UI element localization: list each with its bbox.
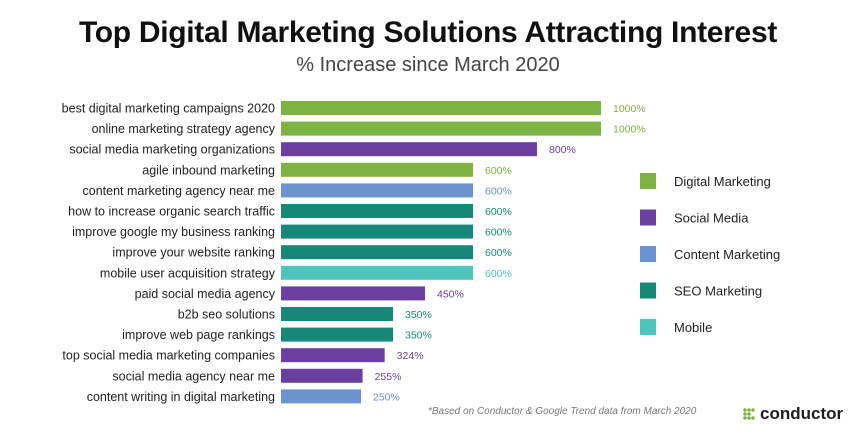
bar [281, 327, 393, 342]
value-label: 350% [405, 309, 432, 321]
value-label: 324% [397, 350, 424, 362]
bar [281, 307, 393, 321]
value-label: 350% [405, 330, 432, 342]
value-label: 255% [375, 371, 402, 383]
category-label: agile inbound marketing [142, 163, 275, 177]
bar [281, 389, 361, 404]
category-label: improve google my business ranking [72, 225, 275, 239]
value-label: 450% [437, 288, 464, 300]
category-label: b2b seo solutions [178, 308, 275, 322]
brand-name: conductor [760, 404, 844, 423]
value-label: 600% [485, 206, 512, 218]
legend-swatch [640, 246, 656, 262]
bar [281, 142, 537, 157]
legend-swatch [640, 282, 656, 299]
category-label: improve web page rankings [122, 328, 275, 342]
category-label: best digital marketing campaigns 2020 [62, 102, 275, 116]
legend-label: SEO Marketing [674, 284, 762, 299]
bar [281, 162, 473, 177]
legend-swatch [640, 173, 656, 189]
legend-label: Content Marketing [674, 247, 780, 262]
legend-swatch [640, 209, 656, 226]
category-label: improve your website ranking [112, 246, 275, 260]
bar [281, 348, 385, 363]
category-label: paid social media agency [135, 287, 276, 301]
bar [281, 204, 473, 218]
bar [281, 101, 601, 115]
conductor-logo-icon [743, 408, 755, 420]
footnote: *Based on Conductor & Google Trend data … [428, 406, 697, 417]
bar [281, 121, 601, 136]
value-label: 600% [485, 268, 512, 280]
brand-logo: conductor [742, 404, 843, 424]
legend-label: Mobile [674, 320, 712, 335]
chart-title: Top Digital Marketing Solutions Attracti… [78, 16, 778, 49]
value-label: 250% [373, 391, 400, 403]
legend-label: Social Media [674, 211, 749, 226]
value-label: 600% [485, 227, 512, 239]
value-label: 800% [549, 144, 576, 156]
legend-label: Digital Marketing [674, 174, 771, 189]
category-label: social media marketing organizations [69, 143, 275, 157]
chart-subtitle: % Increase since March 2020 [296, 54, 560, 76]
category-label: online marketing strategy agency [92, 122, 276, 136]
value-label: 1000% [613, 103, 646, 115]
value-label: 600% [485, 165, 512, 177]
value-label: 600% [485, 247, 512, 259]
bar [281, 368, 363, 383]
value-label: 600% [485, 185, 512, 197]
value-label: 1000% [613, 124, 646, 136]
bar [281, 265, 473, 280]
bar [281, 245, 473, 260]
legend-swatch [640, 319, 656, 335]
bar [281, 286, 425, 301]
category-label: how to increase organic search traffic [68, 205, 275, 219]
category-label: social media agency near me [112, 369, 275, 383]
bar [281, 183, 473, 198]
category-label: mobile user acquisition strategy [100, 266, 276, 280]
category-label: content marketing agency near me [83, 184, 276, 198]
bar [281, 224, 473, 239]
category-label: content writing in digital marketing [87, 390, 275, 404]
category-label: top social media marketing companies [62, 349, 275, 363]
